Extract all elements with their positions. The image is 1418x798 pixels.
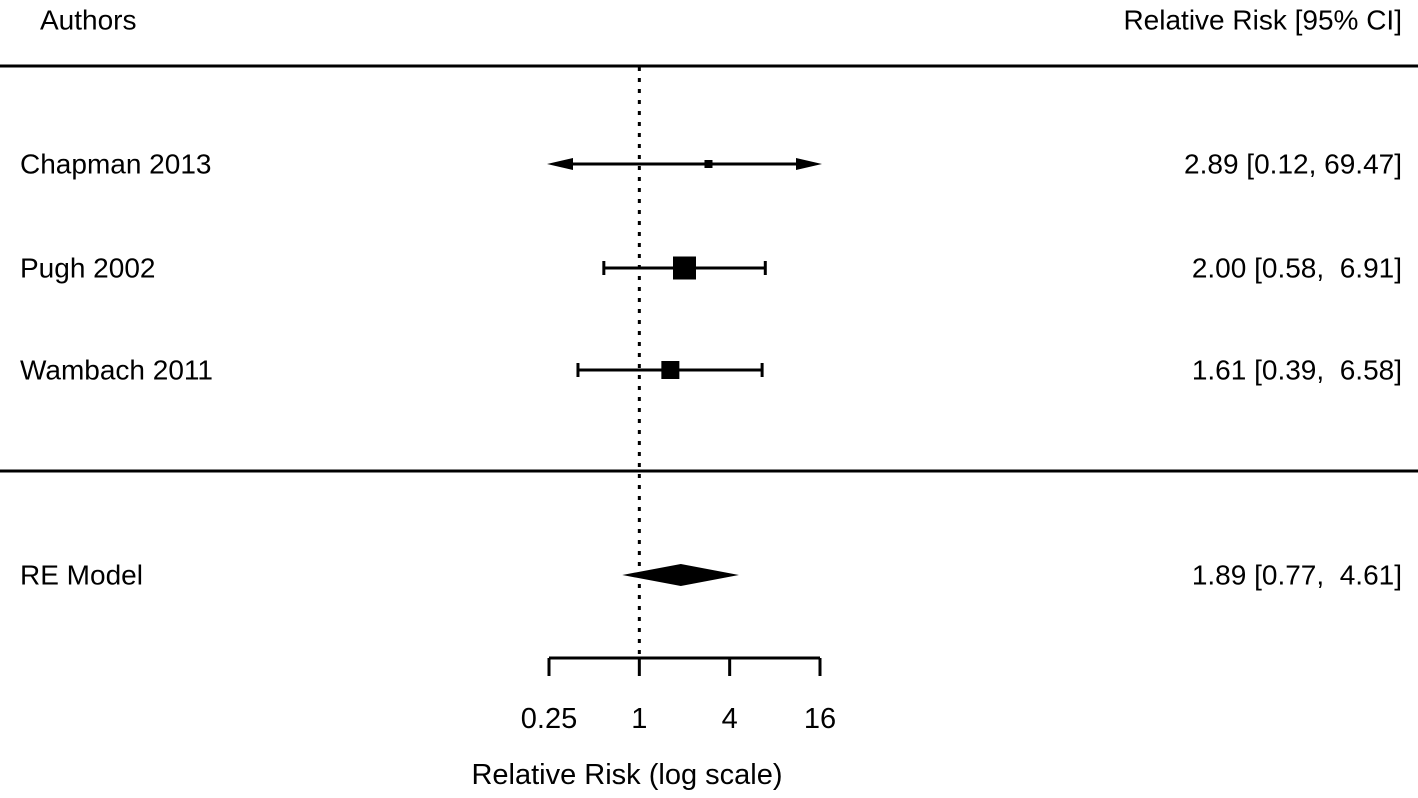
point-estimate-marker: [661, 361, 680, 379]
x-axis-tick-label: 1: [631, 703, 647, 735]
summary-author: RE Model: [20, 560, 143, 591]
summary-diamond: [622, 564, 739, 586]
x-axis-tick-label: 0.25: [521, 703, 577, 735]
plot-content: Chapman 2013 2.89 [0.12, 69.47] Pugh 2002 2…: [20, 67, 1402, 735]
x-axis-tick-label: 4: [722, 703, 738, 735]
point-estimate-marker: [673, 256, 696, 280]
x-axis-label: Relative Risk (log scale): [471, 759, 782, 791]
study-author: Chapman 2013: [20, 149, 211, 180]
study-author: Pugh 2002: [20, 253, 155, 284]
study-author: Wambach 2011: [20, 355, 213, 386]
point-estimate-marker: [704, 160, 713, 168]
summary-estimate-label: 1.89 [0.77, 4.61]: [1192, 560, 1402, 591]
study-estimate-label: 2.89 [0.12, 69.47]: [1184, 149, 1402, 180]
ci-arrow-right: [796, 158, 822, 170]
study-estimate-label: 1.61 [0.39, 6.58]: [1192, 355, 1402, 386]
column-header-authors: Authors: [40, 5, 137, 36]
x-axis-tick-label: 16: [804, 703, 836, 735]
study-estimate-label: 2.00 [0.58, 6.91]: [1192, 253, 1402, 284]
ci-arrow-left: [547, 158, 573, 170]
column-header-relative-risk: Relative Risk [95% CI]: [1123, 5, 1402, 36]
